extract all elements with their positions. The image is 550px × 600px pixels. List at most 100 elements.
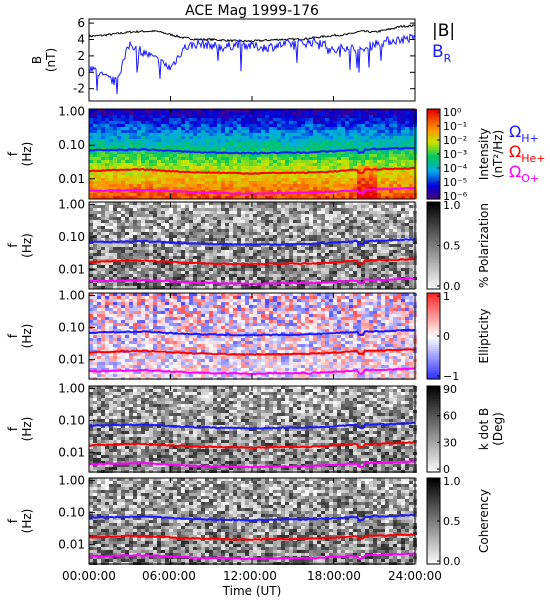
- spectrogram-cell: [357, 184, 361, 187]
- spectrogram-cell: [381, 157, 385, 160]
- spectrogram-cell: [353, 244, 357, 247]
- spectrogram-cell: [297, 214, 301, 217]
- spectrogram-cell: [169, 154, 173, 157]
- spectrogram-cell: [293, 163, 297, 166]
- spectrogram-cell: [289, 163, 293, 166]
- spectrogram-cell: [245, 178, 249, 181]
- spectrogram-cell: [369, 136, 373, 139]
- spectrogram-cell: [229, 133, 233, 136]
- spectrogram-cell: [245, 124, 249, 127]
- spectrogram-cell: [121, 286, 125, 289]
- spectrogram-cell: [285, 286, 289, 289]
- spectrogram-cell: [201, 286, 205, 289]
- spectrogram-cell: [365, 157, 369, 160]
- spectrogram-cell: [305, 112, 309, 115]
- spectrogram-cell: [373, 214, 377, 217]
- spectrogram-cell: [221, 142, 225, 145]
- spectrogram-cell: [269, 208, 273, 211]
- spectrogram-cell: [193, 181, 197, 184]
- spectrogram-cell: [333, 244, 337, 247]
- spectrogram-cell: [145, 172, 149, 175]
- spectrogram-cell: [101, 214, 105, 217]
- spectrogram-cell: [141, 184, 145, 187]
- spectrogram-cell: [301, 130, 305, 133]
- spectrogram-cell: [333, 271, 337, 274]
- spectrogram-cell: [221, 286, 225, 289]
- spectrogram-cell: [153, 151, 157, 154]
- spectrogram-cell: [281, 124, 285, 127]
- spectrogram-cell: [109, 112, 113, 115]
- spectrogram-cell: [237, 187, 241, 190]
- spectrogram-cell: [409, 250, 413, 253]
- spectrogram-cell: [121, 118, 125, 121]
- spectrogram-cell: [237, 169, 241, 172]
- spectrogram-cell: [237, 175, 241, 178]
- spectrogram-cell: [149, 184, 153, 187]
- spectrogram-cell: [181, 214, 185, 217]
- spectrogram-cell: [349, 253, 353, 256]
- spectrogram-cell: [345, 265, 349, 268]
- spectrogram-cell: [185, 235, 189, 238]
- spectrogram-cell: [113, 112, 117, 115]
- colorbar-cell: [427, 142, 440, 146]
- spectrogram-cell: [165, 268, 169, 271]
- spectrogram-cell: [97, 214, 101, 217]
- spectrogram-cell: [121, 256, 125, 259]
- spectrogram-cell: [377, 256, 381, 259]
- spectrogram-cell: [333, 274, 337, 277]
- spectrogram-cell: [337, 268, 341, 271]
- spectrogram-cell: [301, 118, 305, 121]
- spectrogram-cell: [149, 274, 153, 277]
- spectrogram-cell: [173, 229, 177, 232]
- spectrogram-cell: [397, 220, 401, 223]
- spectrogram-cell: [205, 202, 209, 205]
- spectrogram-cell: [357, 175, 361, 178]
- spectrogram-cell: [161, 286, 165, 289]
- spectrogram-cell: [357, 145, 361, 148]
- spectrogram-cell: [185, 223, 189, 226]
- spectrogram-cell: [117, 172, 121, 175]
- spectrogram-cell: [113, 190, 117, 193]
- spectrogram-cell: [313, 256, 317, 259]
- spectrogram-cell: [237, 115, 241, 118]
- spectrogram-cell: [173, 184, 177, 187]
- spectrogram-cell: [297, 112, 301, 115]
- spectrogram-cell: [273, 118, 277, 121]
- spectrogram-cell: [145, 184, 149, 187]
- spectrogram-cell: [257, 256, 261, 259]
- spectrogram-cell: [105, 193, 109, 196]
- spectrogram-cell: [193, 184, 197, 187]
- spectrogram-cell: [297, 232, 301, 235]
- spectrogram-cell: [201, 166, 205, 169]
- spectrogram-cell: [145, 133, 149, 136]
- colorbar-tick-label: 10⁻⁴: [443, 162, 468, 175]
- spectrogram-cell: [297, 280, 301, 283]
- spectrogram-cell: [401, 178, 405, 181]
- spectrogram-cell: [389, 238, 393, 241]
- spectrogram-cell: [389, 211, 393, 214]
- spectrogram-cell: [101, 142, 105, 145]
- spectrogram-cell: [377, 121, 381, 124]
- spectrogram-cell: [393, 139, 397, 142]
- spectrogram-cell: [169, 151, 173, 154]
- spectrogram-cell: [393, 118, 397, 121]
- spectrogram-cell: [373, 115, 377, 118]
- spectrogram-cell: [405, 178, 409, 181]
- spectrogram-cell: [117, 121, 121, 124]
- spectrogram-cell: [397, 205, 401, 208]
- spectrogram-cell: [145, 280, 149, 283]
- spectrogram-cell: [253, 175, 257, 178]
- spectrogram-cell: [109, 202, 113, 205]
- spectrogram-cell: [193, 196, 197, 199]
- spectrogram-cell: [317, 115, 321, 118]
- spectrogram-cell: [281, 154, 285, 157]
- spectrogram-cell: [345, 286, 349, 289]
- spectrogram-cell: [365, 220, 369, 223]
- spectrogram-cell: [245, 115, 249, 118]
- spectrogram-cell: [329, 145, 333, 148]
- spectrogram-cell: [149, 181, 153, 184]
- spectrogram-cell: [257, 208, 261, 211]
- spectrogram-cell: [161, 238, 165, 241]
- spectrogram-cell: [373, 241, 377, 244]
- spectrogram-cell: [285, 283, 289, 286]
